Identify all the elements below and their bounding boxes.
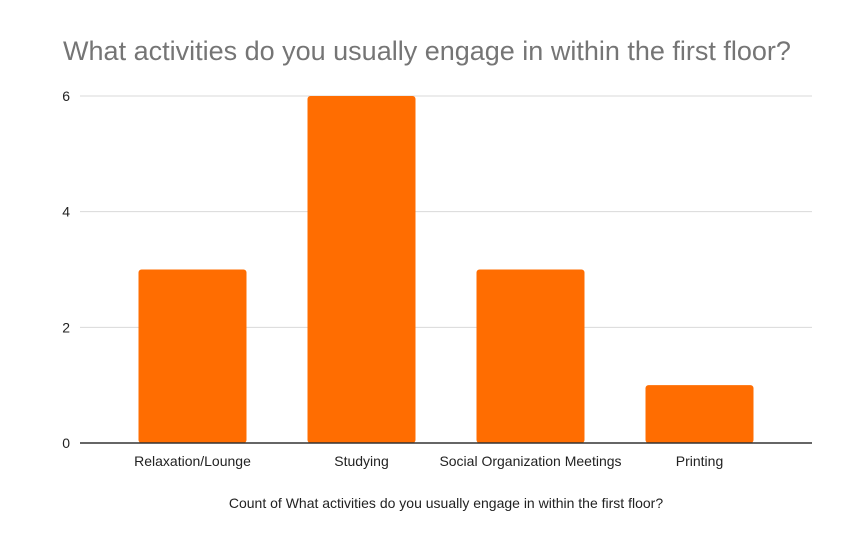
bar-social-organization-meetings bbox=[476, 269, 585, 443]
y-axis-ticks: 0 2 4 6 bbox=[62, 88, 70, 451]
y-tick-label: 2 bbox=[62, 319, 70, 335]
bar-relaxation-lounge bbox=[138, 269, 247, 443]
x-axis-ticks: Relaxation/Lounge Studying Social Organiza… bbox=[134, 453, 723, 469]
bar-printing bbox=[645, 385, 754, 443]
y-tick-label: 6 bbox=[62, 88, 70, 104]
x-axis-title: Count of What activities do you usually … bbox=[229, 495, 663, 511]
y-tick-label: 4 bbox=[62, 204, 70, 220]
x-tick-label: Relaxation/Lounge bbox=[134, 453, 251, 469]
chart-title: What activities do you usually engage in… bbox=[63, 36, 791, 66]
x-tick-label: Studying bbox=[334, 453, 388, 469]
x-tick-label: Printing bbox=[676, 453, 723, 469]
y-tick-label: 0 bbox=[62, 435, 70, 451]
bar-studying bbox=[307, 96, 416, 443]
bars bbox=[138, 96, 754, 443]
x-tick-label: Social Organization Meetings bbox=[439, 453, 621, 469]
